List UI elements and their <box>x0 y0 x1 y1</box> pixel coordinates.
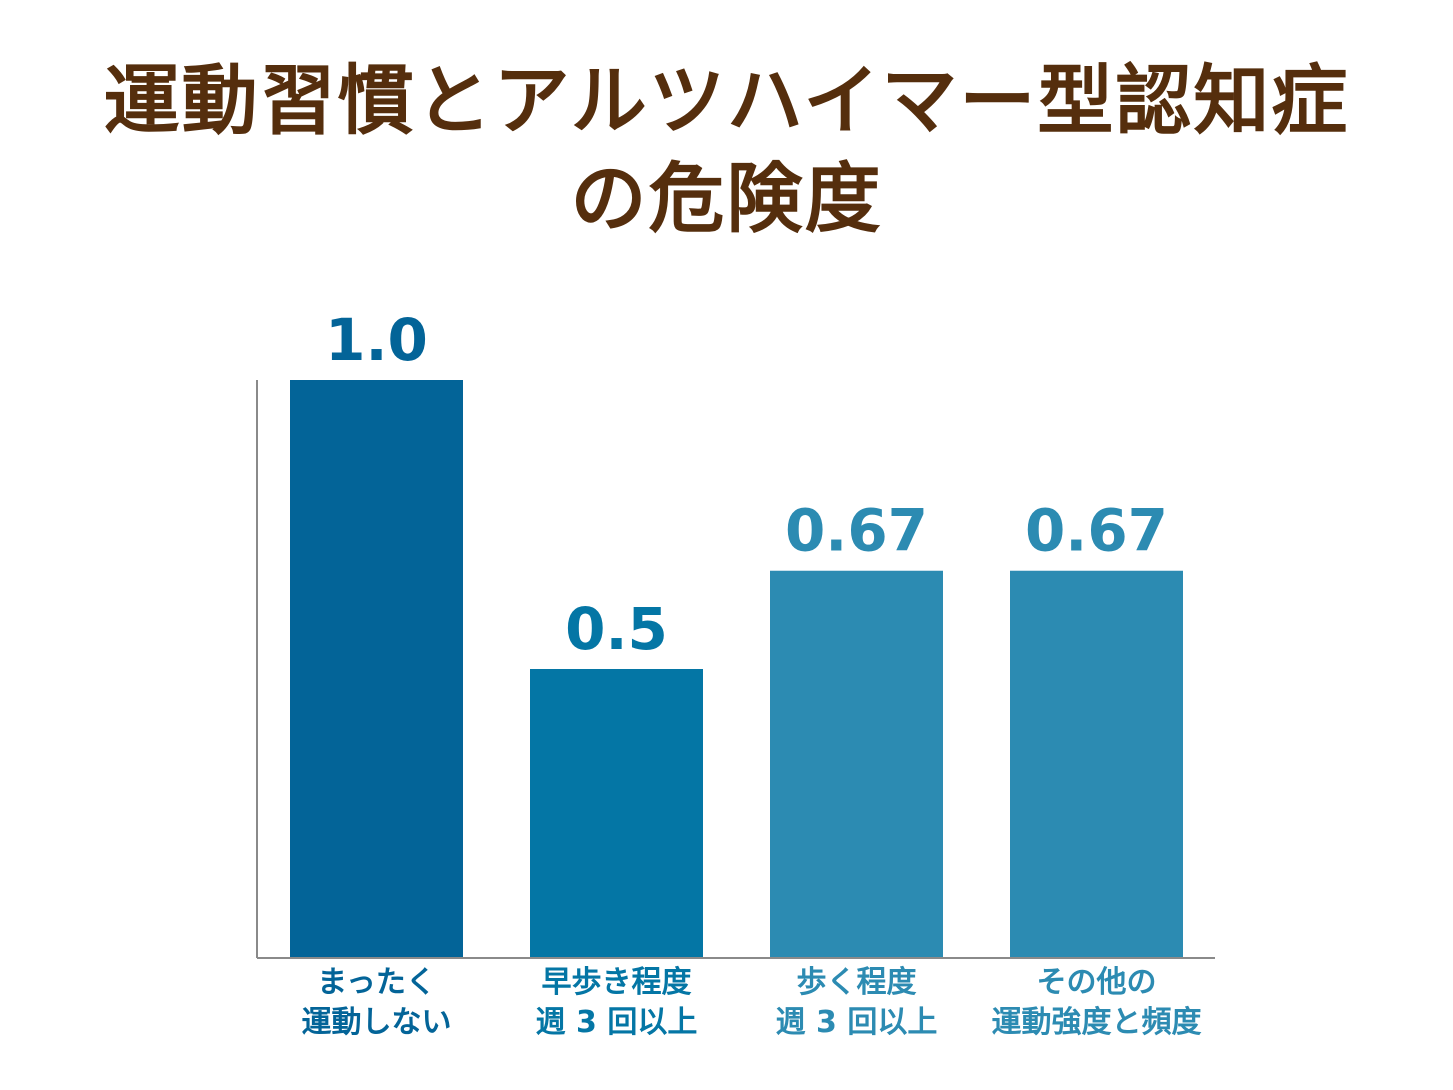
value-label-2: 0.5 <box>565 595 668 663</box>
title-line-2: の危険度 <box>570 154 883 243</box>
bar-2 <box>530 669 703 958</box>
bar-4 <box>1010 570 1183 958</box>
value-label-1: 1.0 <box>325 306 428 374</box>
value-label-4: 0.67 <box>1025 497 1168 565</box>
category-label-1-line-1: まったく <box>317 965 436 1000</box>
category-label-3-line-1: 歩く程度 <box>797 965 917 1000</box>
value-label-3: 0.67 <box>785 497 928 565</box>
title-line-1: 運動習慣とアルツハイマー型認知症 <box>103 56 1350 145</box>
category-label-2-line-1: 早歩き程度 <box>542 965 692 1000</box>
category-label-4-line-2: 運動強度と頻度 <box>992 1005 1202 1040</box>
bars-layer <box>290 380 1183 958</box>
category-label-2-line-2: 週 3 回以上 <box>536 1005 698 1040</box>
bar-3 <box>770 570 943 958</box>
chart-title: 運動習慣とアルツハイマー型認知症 の危険度 <box>0 52 1453 248</box>
value-labels-layer: 1.0 0.5 0.67 0.67 <box>325 306 1168 663</box>
category-label-4-line-1: その他の <box>1037 965 1157 1000</box>
bar-1 <box>290 380 463 958</box>
category-label-3-line-2: 週 3 回以上 <box>776 1005 938 1040</box>
category-label-1-line-2: 運動しない <box>302 1005 452 1040</box>
